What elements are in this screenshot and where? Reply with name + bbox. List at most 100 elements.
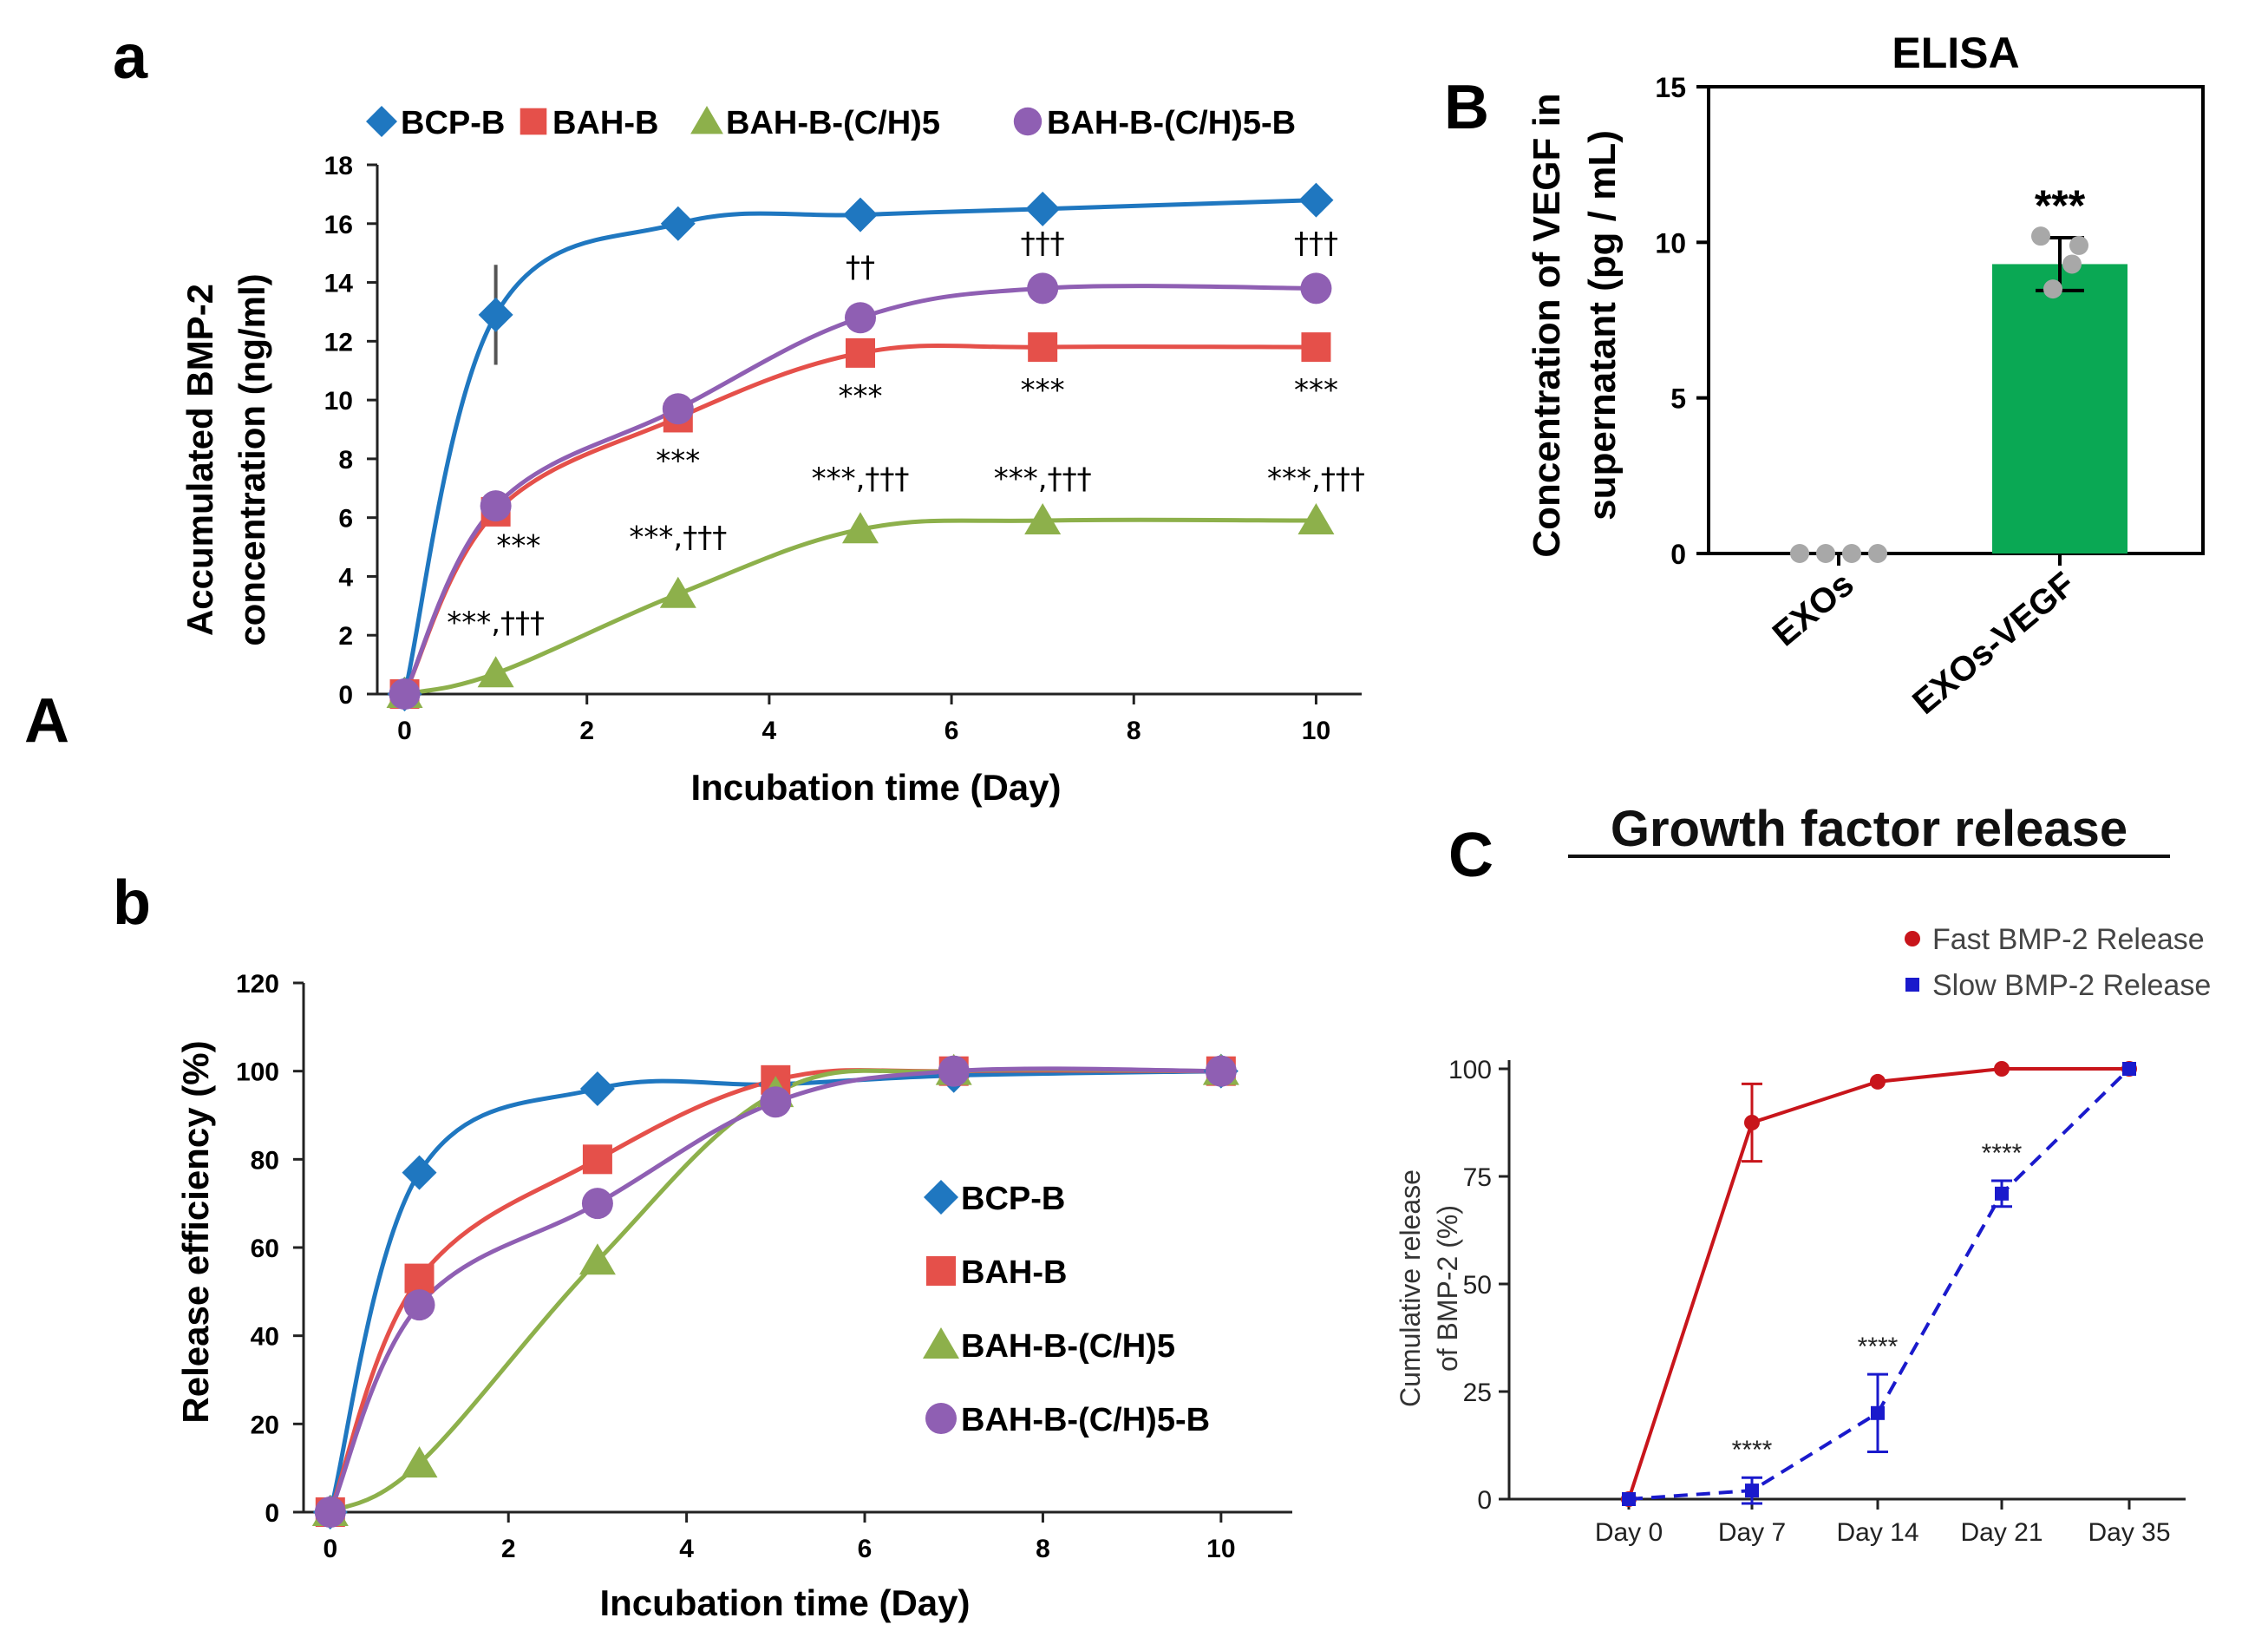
chart-a-annotation: †† xyxy=(846,250,875,285)
chart-a-legend-label: BCP-B xyxy=(401,105,505,141)
chart-a-legend-label: BAH-B-(C/H)5-B xyxy=(1047,105,1296,141)
chart-a-annotation: ††† xyxy=(1294,226,1338,261)
chart-C-y-tick-label: 100 xyxy=(1448,1056,1492,1084)
chart-C-plot: 0 25 50 75 100 Day 0 Day 7 Day 14 Day 21 Day 35 **… xyxy=(1448,1056,2186,1547)
chart-C-y-tick-label: 25 xyxy=(1463,1379,1492,1407)
chart-C-data-point xyxy=(1995,1186,2009,1201)
chart-C-legend-marker xyxy=(1905,978,1919,992)
chart-b-legend-marker xyxy=(926,1256,956,1286)
a-x-tick-label: 4 xyxy=(762,717,777,745)
b-y-tick-label: 20 xyxy=(251,1411,279,1439)
a-y-tick-label: 4 xyxy=(338,563,353,592)
chart-B-y-tick-label: 15 xyxy=(1655,72,1686,103)
chart-C-data-point xyxy=(1745,1484,1759,1498)
chart-C-x-tick-label: Day 14 xyxy=(1836,1518,1918,1547)
chart-a-annotation: ***,††† xyxy=(447,606,545,640)
chart-B: ELISA Concentration of VEGF in supernata… xyxy=(1526,29,2205,722)
b-x-tick-label: 4 xyxy=(679,1535,694,1563)
chart-B-data-point xyxy=(1816,544,1835,563)
b-data-point xyxy=(760,1086,792,1118)
chart-B-y-tick-label: 10 xyxy=(1655,227,1686,259)
chart-b: Release efficiency (%) Incubation time (… xyxy=(175,970,1292,1623)
b-x-tick-label: 10 xyxy=(1206,1535,1235,1563)
chart-B-data-point xyxy=(2069,235,2088,255)
chart-b-legend-label: BAH-B-(C/H)5 xyxy=(961,1328,1175,1365)
chart-C-x-tick-label: Day 35 xyxy=(2088,1518,2170,1547)
chart-C-x-tick-label: Day 0 xyxy=(1595,1518,1663,1547)
chart-C-data-point xyxy=(1994,1061,2010,1077)
chart-B-title: ELISA xyxy=(1892,29,2019,77)
b-data-point xyxy=(314,1497,346,1528)
chart-C: Growth factor release Cumulative release… xyxy=(1395,801,2211,1547)
a-data-point xyxy=(1298,182,1334,218)
chart-B-y-tick-label: 5 xyxy=(1670,383,1686,415)
chart-a-annotation: *** xyxy=(838,379,882,414)
chart-a-annotation: *** xyxy=(1294,373,1338,408)
chart-a-annotations: ***,††† *** ***,††† *** ***,††† *** †† ***,††† *… xyxy=(447,226,1365,640)
a-data-point xyxy=(1024,503,1062,535)
b-data-point xyxy=(938,1055,970,1087)
a-y-tick-label: 16 xyxy=(324,211,353,239)
chart-a-annotation: ***,††† xyxy=(629,521,727,555)
a-data-point xyxy=(477,656,514,688)
chart-B-category-label: EXOs xyxy=(1766,565,1861,653)
chart-B-y-tick-label: 0 xyxy=(1670,539,1686,570)
a-data-point xyxy=(1297,503,1335,535)
a-y-tick-label: 10 xyxy=(324,387,353,416)
chart-B-data-point xyxy=(1842,544,1861,563)
chart-a: BCP-B BAH-B BAH-B-(C/H)5 BAH-B-(C/H)5-B Acc… xyxy=(180,105,1365,808)
chart-C-legend: Fast BMP-2 Release Slow BMP-2 Release xyxy=(1905,923,2211,1002)
chart-C-significance: **** xyxy=(1858,1333,1899,1361)
chart-B-frame xyxy=(1707,85,2205,555)
panel-label-B: B xyxy=(1444,73,1489,142)
a-x-tick-label: 10 xyxy=(1302,717,1330,745)
a-data-point xyxy=(480,490,512,522)
a-y-tick-label: 18 xyxy=(324,152,353,180)
a-y-tick-label: 2 xyxy=(338,622,353,651)
chart-a-x-label: Incubation time (Day) xyxy=(690,767,1061,808)
a-x-tick-label: 8 xyxy=(1127,717,1141,745)
chart-B-data-point xyxy=(2031,226,2050,246)
chart-a-lines xyxy=(386,182,1335,711)
chart-b-legend-marker xyxy=(923,1327,959,1359)
b-data-point xyxy=(403,1289,435,1321)
a-data-point xyxy=(660,206,696,241)
chart-b-legend-label: BAH-B xyxy=(961,1254,1067,1291)
chart-a-annotation: ***,††† xyxy=(812,462,910,496)
chart-b-lines xyxy=(311,1053,1239,1529)
chart-a-legend-marker xyxy=(1013,107,1042,136)
chart-C-significance: **** xyxy=(1732,1436,1773,1464)
b-x-tick-label: 6 xyxy=(858,1535,873,1563)
chart-C-data-point xyxy=(1744,1115,1760,1130)
chart-b-x-label: Incubation time (Day) xyxy=(599,1582,970,1623)
chart-a-legend-label: BAH-B-(C/H)5 xyxy=(726,105,940,141)
a-data-point xyxy=(662,393,694,425)
chart-C-data-point xyxy=(1622,1492,1636,1506)
panel-label-A: A xyxy=(24,686,69,756)
chart-a-axes: 0 2 4 6 8 10 12 14 16 18 0 2 4 6 8 10 xyxy=(324,152,1362,745)
a-data-point xyxy=(1028,332,1058,363)
b-data-point xyxy=(402,1155,437,1190)
chart-a-annotation: *** xyxy=(496,529,540,564)
b-y-tick-label: 60 xyxy=(251,1235,279,1263)
chart-C-y-label-line1: Cumulative release xyxy=(1395,1169,1426,1407)
chart-C-legend-label: Fast BMP-2 Release xyxy=(1932,923,2205,956)
b-data-point xyxy=(404,1263,435,1294)
a-y-tick-label: 12 xyxy=(324,328,353,357)
b-series-line xyxy=(329,1067,1221,1515)
chart-B-data-point xyxy=(2043,279,2062,299)
chart-b-legend-label: BCP-B xyxy=(961,1181,1065,1217)
a-data-point xyxy=(1025,191,1061,226)
a-data-point xyxy=(1301,332,1331,363)
a-data-point xyxy=(1027,272,1059,305)
chart-b-legend-marker xyxy=(924,1180,958,1215)
b-series-line xyxy=(328,1066,1221,1513)
chart-C-y-tick-label: 50 xyxy=(1463,1271,1492,1300)
chart-B-y-label-line2: supernatant (pg / mL) xyxy=(1581,130,1624,521)
chart-B-data-point xyxy=(2062,254,2082,274)
a-data-point xyxy=(1300,272,1332,305)
chart-C-data-point xyxy=(1871,1405,1885,1420)
b-y-tick-label: 0 xyxy=(265,1499,279,1528)
chart-C-y-tick-label: 75 xyxy=(1463,1163,1492,1192)
chart-B-plot: 0 5 10 15 EXOs EXOs-VEGF *** xyxy=(1655,72,2205,722)
